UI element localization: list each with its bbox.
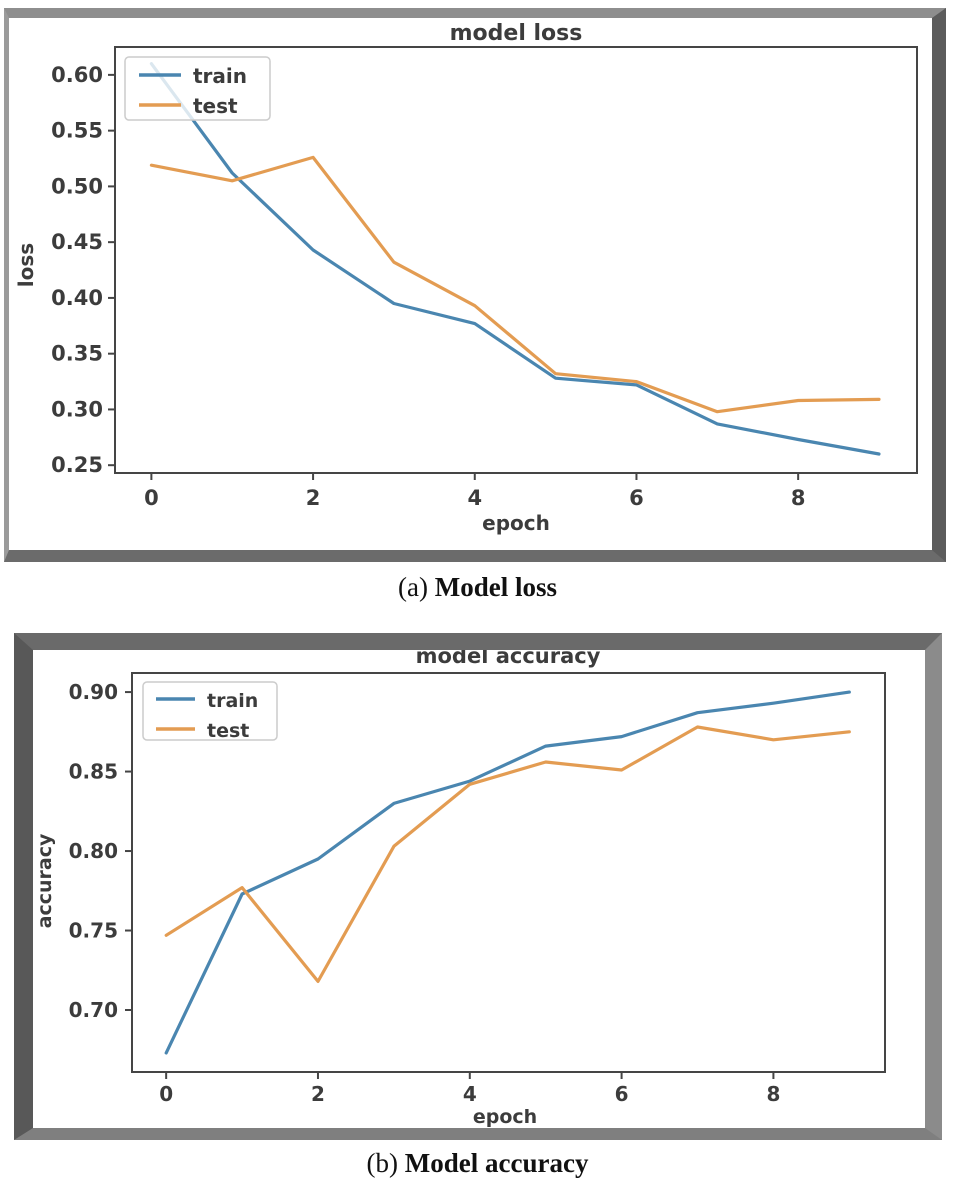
y-tick-label: 0.25 [51,453,103,477]
caption-text-b: Model accuracy [404,1148,589,1178]
model-accuracy-chart: 0 2 4 6 8 0.90 0.85 0.80 0.75 0.70 train test model … [33,650,925,1128]
x-tick-label: 2 [306,486,321,510]
chart-title: model loss [450,21,583,46]
y-tick-label: 0.80 [69,839,118,863]
legend-label-train: train [207,690,258,712]
x-tick-label: 0 [144,486,159,510]
y-tick-label: 0.55 [51,119,103,143]
y-tick-label: 0.70 [69,998,118,1022]
test-line [164,725,851,983]
x-tick-label: 8 [766,1082,780,1106]
x-axis-label: epoch [473,1106,537,1128]
legend-box [142,681,278,741]
y-tick-label: 0.35 [51,342,103,366]
y-axis-label: loss [14,243,38,287]
legend: train test [142,681,278,742]
x-tick-label: 4 [463,1082,477,1106]
x-tick-label: 2 [311,1082,325,1106]
y-tick-label: 0.90 [69,680,118,704]
model-accuracy-figure-frame: 0 2 4 6 8 0.90 0.85 0.80 0.75 0.70 train test model … [14,633,942,1140]
x-tick-label: 6 [615,1082,629,1106]
y-tick-label: 0.40 [51,286,103,310]
y-tick-label: 0.75 [69,919,118,943]
legend-label-test: test [207,720,249,742]
caption-text-a: Model loss [434,572,557,602]
panel-label-a: (a) [398,572,428,602]
x-tick-label: 8 [791,486,806,510]
y-tick-label: 0.30 [51,397,103,421]
train-line [164,690,851,1055]
legend: train test [124,56,271,121]
test-line [149,155,881,414]
y-tick-label: 0.85 [69,760,118,784]
y-axis-label: accuracy [34,833,56,928]
model-loss-figure-frame: 0 2 4 6 8 0.60 0.55 0.50 0.45 0.40 0.35 0.30 0.25 tra… [4,8,946,562]
model-loss-chart: 0 2 4 6 8 0.60 0.55 0.50 0.45 0.40 0.35 0.30 0.25 tra… [9,18,932,550]
panel-label-b: (b) [366,1148,399,1178]
legend-label-test: test [193,94,238,118]
y-tick-label: 0.60 [51,63,103,87]
caption-model-accuracy: (b) Model accuracy [0,1148,955,1179]
y-tick-label: 0.45 [51,230,103,254]
chart-title: model accuracy [416,650,601,668]
x-tick-label: 0 [159,1082,173,1106]
x-tick-label: 4 [467,486,482,510]
x-tick-label: 6 [629,486,644,510]
x-axis-label: epoch [482,511,550,535]
train-line [149,62,881,456]
caption-model-loss: (a) Model loss [0,572,955,603]
legend-label-train: train [193,64,247,88]
y-tick-label: 0.50 [51,174,103,198]
